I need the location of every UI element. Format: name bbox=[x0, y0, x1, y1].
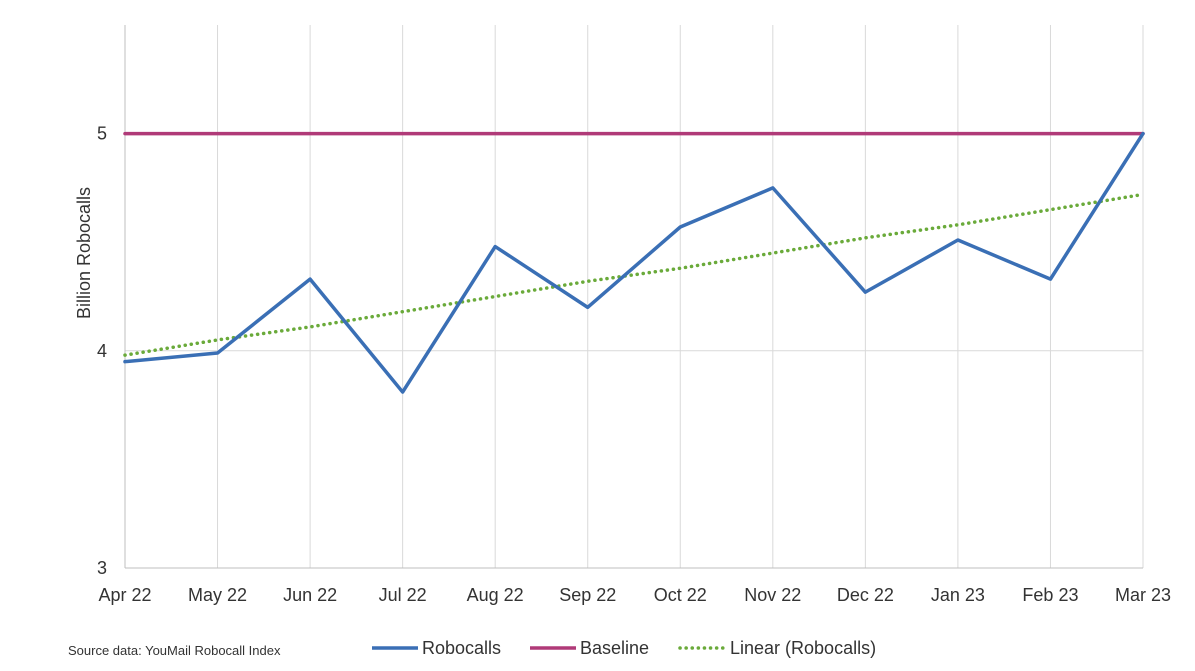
y-tick-label: 4 bbox=[97, 341, 107, 361]
series-line-linear-robocalls bbox=[123, 192, 1145, 357]
x-tick-label: Jul 22 bbox=[379, 585, 427, 605]
x-tick-label: May 22 bbox=[188, 585, 247, 605]
y-tick-label: 3 bbox=[97, 558, 107, 578]
legend-label: Linear (Robocalls) bbox=[730, 638, 876, 658]
x-tick-label: Nov 22 bbox=[744, 585, 801, 605]
legend-label: Baseline bbox=[580, 638, 649, 658]
x-tick-labels: Apr 22 May 22 Jun 22 Jul 22 Aug 22 Sep 22 Oct … bbox=[98, 585, 1171, 605]
legend: Robocalls Baseline Linear (Robocalls) bbox=[372, 638, 876, 658]
x-tick-label: Apr 22 bbox=[98, 585, 151, 605]
y-axis-label: Billion Robocalls bbox=[74, 187, 94, 319]
legend-label: Robocalls bbox=[422, 638, 501, 658]
x-tick-label: Feb 23 bbox=[1022, 585, 1078, 605]
x-tick-label: Sep 22 bbox=[559, 585, 616, 605]
x-tick-label: Jan 23 bbox=[931, 585, 985, 605]
axes bbox=[124, 25, 1143, 569]
series-lines bbox=[123, 131, 1145, 394]
gridlines bbox=[124, 25, 1144, 569]
x-tick-label: Dec 22 bbox=[837, 585, 894, 605]
source-note: Source data: YouMail Robocall Index bbox=[68, 643, 281, 658]
series-line-robocalls bbox=[123, 131, 1145, 394]
x-tick-label: Oct 22 bbox=[654, 585, 707, 605]
y-tick-label: 5 bbox=[97, 124, 107, 144]
y-tick-labels: 3 4 5 bbox=[97, 124, 107, 578]
x-tick-label: Aug 22 bbox=[467, 585, 524, 605]
x-tick-label: Mar 23 bbox=[1115, 585, 1171, 605]
x-tick-label: Jun 22 bbox=[283, 585, 337, 605]
